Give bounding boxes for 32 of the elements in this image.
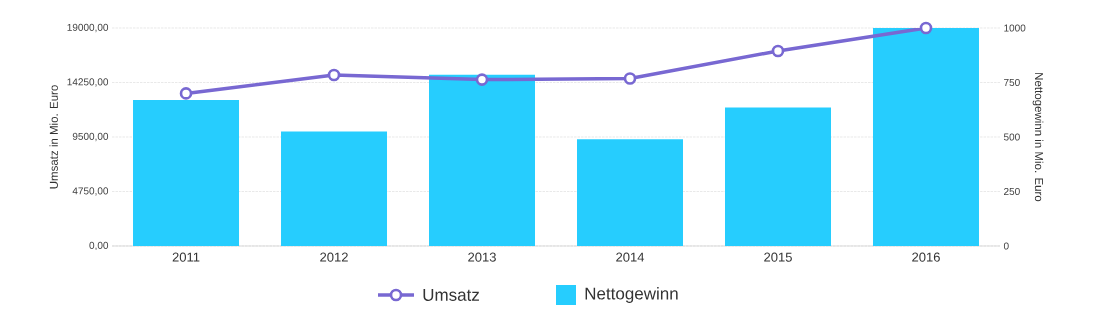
bar [281, 131, 388, 246]
y-tick-label: 14250,00 [67, 78, 109, 87]
x-tick-label: 2012 [320, 252, 348, 262]
point [475, 73, 489, 86]
bar [429, 74, 536, 246]
y2-tick-label: 0 [1003, 242, 1009, 250]
y-tick-label: 4750,00 [72, 187, 109, 196]
y2-tick-label: 1000 [1004, 24, 1026, 32]
bar [577, 139, 683, 246]
y2-axis-title: Nettogewinn in Mio. Euro [1032, 73, 1044, 202]
y2-tick-label: 500 [1003, 133, 1020, 141]
legend-label: Nettogewinn [585, 287, 678, 303]
y-axis-title: Umsatz in Mio. Euro [49, 85, 58, 189]
y2-tick-label: 750 [1004, 78, 1020, 87]
x-tick-label: 2016 [912, 252, 940, 262]
point [623, 72, 637, 85]
y-tick-label: 19000,00 [67, 23, 109, 33]
point [327, 68, 341, 82]
y-tick-label: 0,00 [89, 241, 109, 251]
point [179, 87, 193, 100]
bar [725, 107, 831, 246]
bar [133, 99, 240, 246]
legend-label: Umsatz [423, 289, 479, 301]
bar [872, 27, 979, 246]
y-tick-label: 9500,00 [72, 132, 109, 142]
x-tick-label: 2011 [172, 252, 200, 262]
point [771, 44, 785, 58]
x-tick-label: 2013 [468, 252, 496, 262]
x-tick-label: 2015 [764, 252, 792, 262]
y2-tick-label: 250 [1004, 187, 1020, 196]
x-tick-label: 2014 [616, 252, 645, 262]
point [919, 21, 933, 35]
